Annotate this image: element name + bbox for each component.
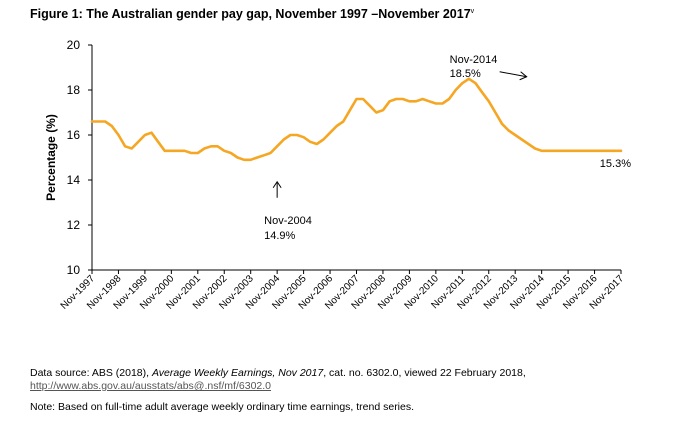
annotation-arrow-line xyxy=(499,71,527,78)
y-tick-label: 14 xyxy=(67,173,81,187)
figure-title-note: v xyxy=(470,7,475,15)
source-suffix: , cat. no. 6302.0, viewed 22 February 20… xyxy=(323,367,526,379)
y-tick-label: 16 xyxy=(67,128,81,142)
annotation-value: 14.9% xyxy=(264,230,295,242)
annotation-label: Nov-2004 xyxy=(264,215,312,227)
figure-title-text: Figure 1: The Australian gender pay gap,… xyxy=(30,7,471,21)
chart-note: Note: Based on full-time adult average w… xyxy=(30,401,415,413)
y-tick-label: 12 xyxy=(67,218,81,232)
annotation-arrow-head xyxy=(272,180,282,189)
annotation-label: Nov-2014 xyxy=(450,54,498,66)
y-tick-label: 18 xyxy=(67,83,81,97)
source-link[interactable]: http://www.abs.gov.au/ausstats/abs@.nsf/… xyxy=(30,380,272,392)
annotation-value: 15.3% xyxy=(600,158,631,170)
source-title: Average Weekly Earnings, Nov 2017 xyxy=(151,367,324,379)
y-axis-label: Percentage (%) xyxy=(44,114,58,201)
data-source: Data source: ABS (2018), Average Weekly … xyxy=(30,367,526,393)
source-prefix: Data source: ABS (2018), xyxy=(30,367,152,379)
annotation-value: 18.5% xyxy=(450,68,481,80)
figure-title: Figure 1: The Australian gender pay gap,… xyxy=(30,7,474,21)
annotation-arrow-head xyxy=(519,71,528,81)
series-line xyxy=(90,77,623,162)
y-tick-label: 10 xyxy=(67,263,81,277)
y-tick-label: 20 xyxy=(67,38,81,52)
